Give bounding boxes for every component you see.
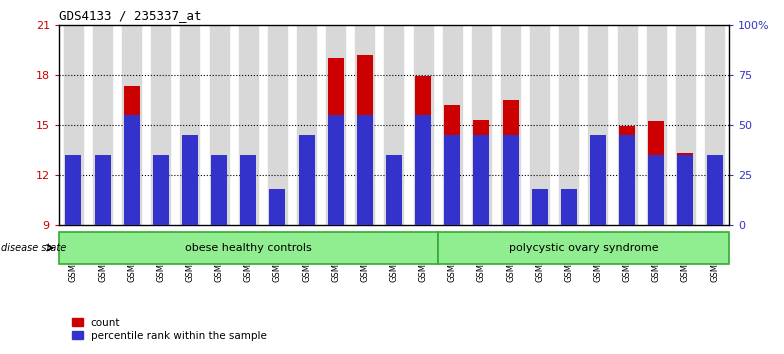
Bar (676, 25, 695, 225)
Bar (297, 25, 316, 225)
Bar (151, 25, 170, 225)
Text: disease state: disease state (1, 243, 66, 253)
Bar (618, 25, 637, 225)
Bar (474, 120, 489, 225)
Bar (474, 135, 489, 225)
Bar (355, 25, 374, 225)
Bar (326, 25, 345, 225)
Bar (328, 58, 343, 225)
Bar (299, 135, 314, 225)
Bar (415, 115, 431, 225)
Bar (65, 155, 82, 225)
Bar (445, 105, 460, 225)
Bar (209, 25, 229, 225)
Text: obese healthy controls: obese healthy controls (185, 243, 311, 253)
Bar (328, 115, 343, 225)
Bar (590, 153, 606, 225)
Bar (182, 135, 198, 225)
Bar (677, 155, 693, 225)
Bar (357, 115, 373, 225)
Bar (706, 175, 723, 225)
Bar (503, 100, 518, 225)
Bar (647, 25, 666, 225)
Bar (240, 163, 256, 225)
Bar (530, 25, 549, 225)
Bar (95, 175, 111, 225)
Bar (270, 220, 285, 225)
Bar (561, 189, 577, 225)
Bar (705, 25, 724, 225)
Bar (619, 126, 635, 225)
Bar (532, 189, 548, 225)
Bar (124, 86, 140, 225)
Bar (532, 218, 548, 225)
Bar (240, 155, 256, 225)
Text: GDS4133 / 235337_at: GDS4133 / 235337_at (59, 9, 201, 22)
Bar (384, 25, 404, 225)
Bar (93, 25, 112, 225)
Text: polycystic ovary syndrome: polycystic ovary syndrome (509, 243, 659, 253)
Bar (64, 25, 83, 225)
Bar (472, 25, 491, 225)
Bar (501, 25, 520, 225)
Bar (386, 155, 402, 225)
Bar (503, 135, 518, 225)
Bar (589, 25, 608, 225)
Bar (443, 25, 462, 225)
Bar (590, 135, 606, 225)
Bar (153, 155, 169, 225)
Bar (619, 135, 635, 225)
Bar (239, 25, 258, 225)
Bar (445, 135, 460, 225)
Bar (122, 25, 141, 225)
Bar (180, 25, 199, 225)
Legend: count, percentile rank within the sample: count, percentile rank within the sample (68, 314, 271, 345)
Bar (415, 76, 431, 225)
Bar (299, 153, 314, 225)
Bar (182, 147, 198, 225)
Bar (648, 155, 664, 225)
Bar (677, 153, 693, 225)
Bar (437, 232, 729, 264)
Bar (386, 196, 402, 225)
Bar (211, 155, 227, 225)
Bar (65, 178, 82, 225)
Bar (270, 189, 285, 225)
Bar (414, 25, 433, 225)
Bar (559, 25, 579, 225)
Bar (95, 155, 111, 225)
Bar (211, 163, 227, 225)
Bar (706, 155, 723, 225)
Bar (648, 121, 664, 225)
Bar (561, 215, 577, 225)
Bar (124, 115, 140, 225)
Bar (268, 25, 287, 225)
Bar (357, 55, 373, 225)
Bar (153, 173, 169, 225)
Bar (59, 232, 437, 264)
